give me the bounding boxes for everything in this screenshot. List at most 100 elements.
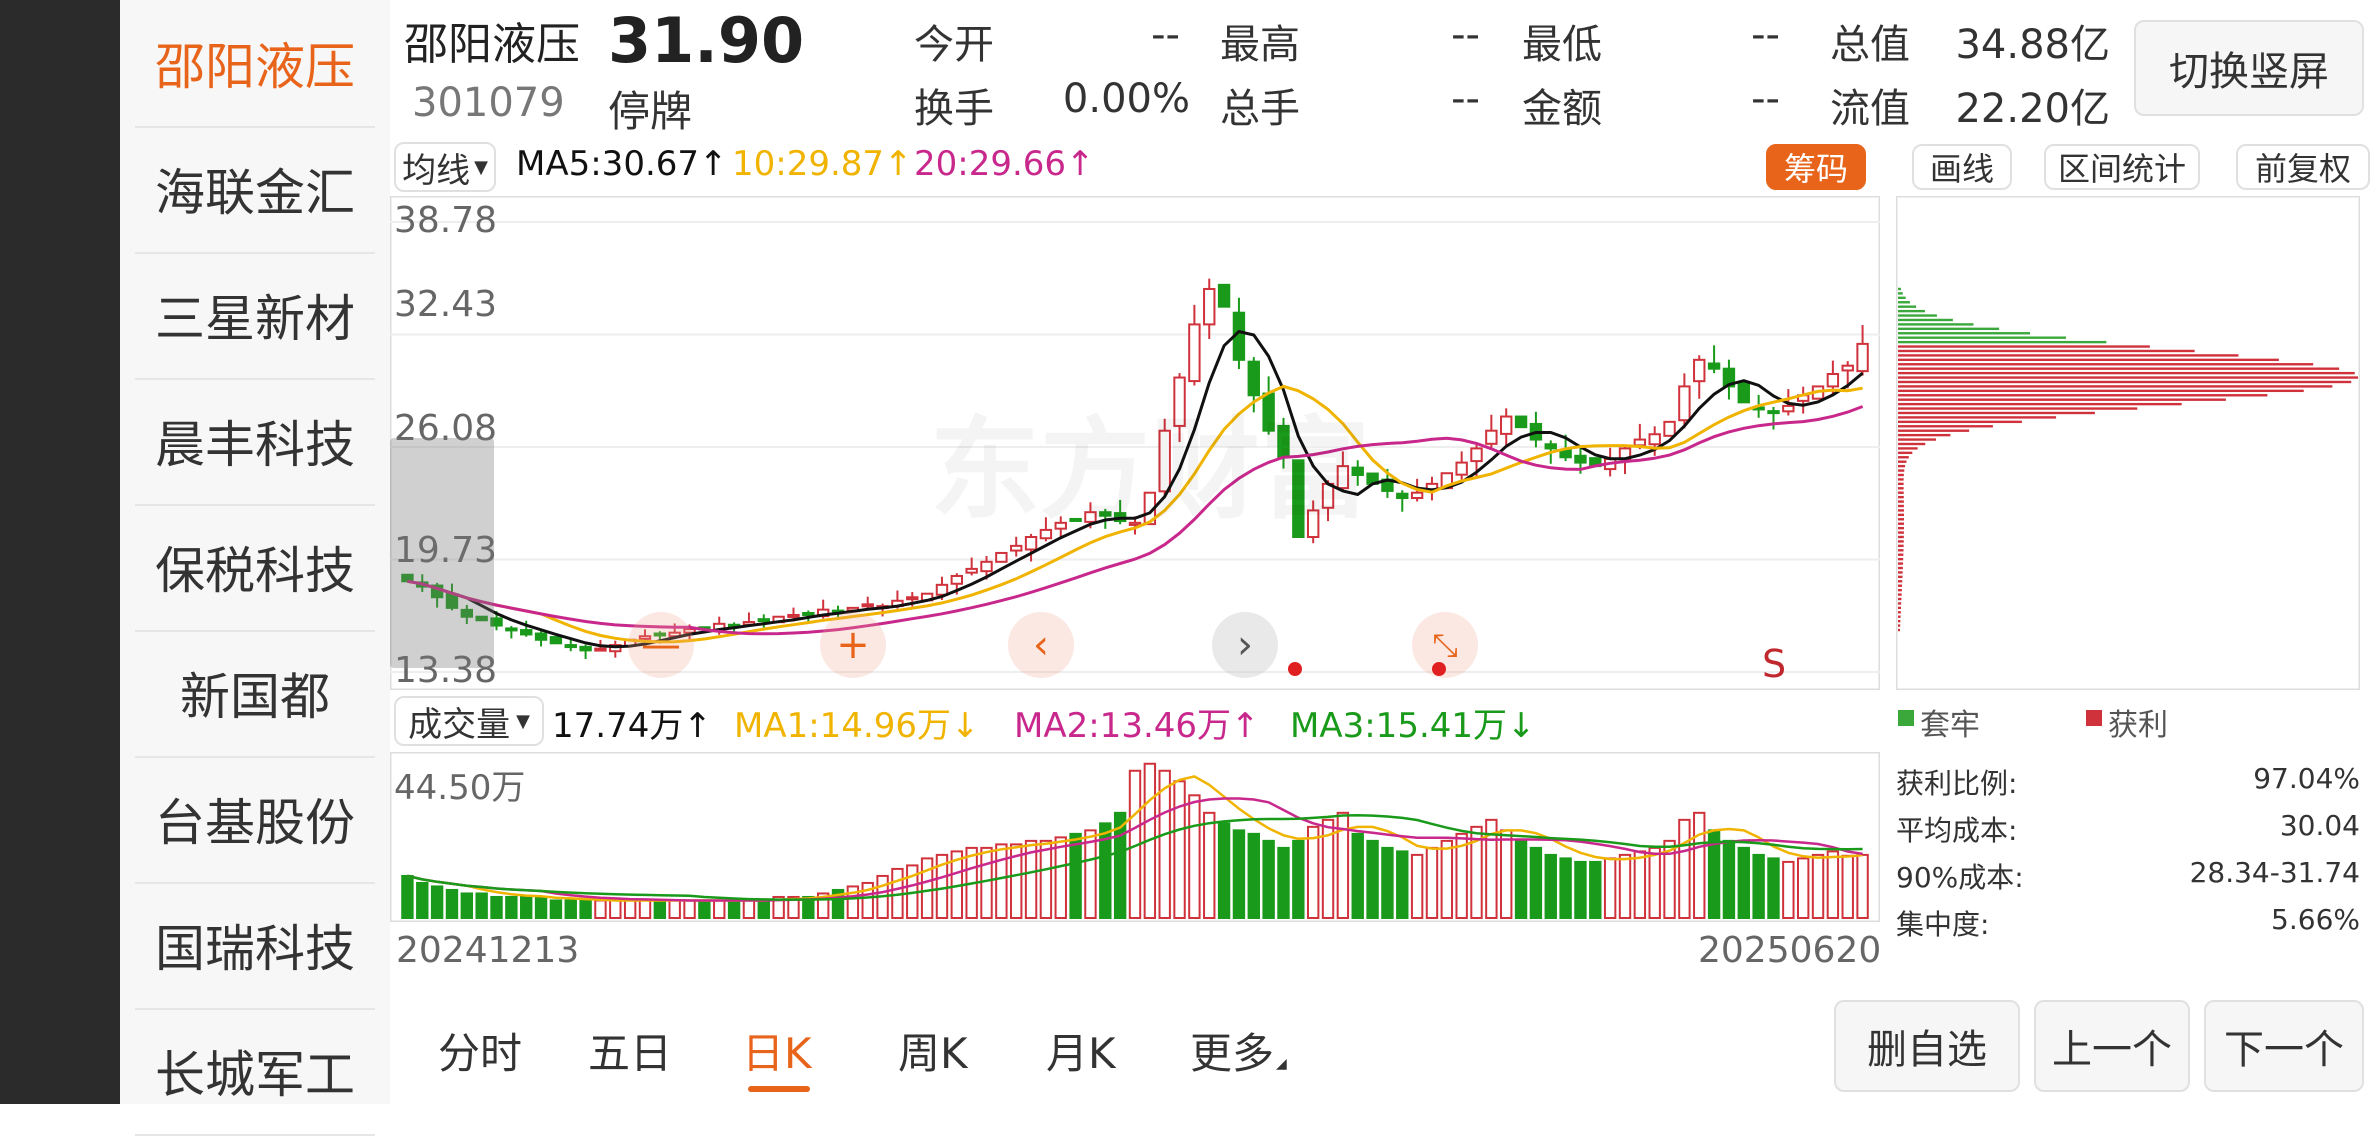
volume-bar [1826, 850, 1840, 919]
volume-bar [995, 843, 1008, 919]
candle [1351, 466, 1364, 476]
profit-legend-swatch [2086, 710, 2102, 726]
ma20-line [407, 405, 1864, 636]
watchlist-item[interactable]: 国瑞科技 [135, 882, 375, 1010]
volume-bar [1024, 839, 1038, 919]
volume-bar [1514, 839, 1528, 919]
tab-3[interactable]: 周K [898, 1029, 968, 1078]
chip-bar [1898, 380, 2352, 384]
chip-bar [1898, 411, 2095, 415]
chip-bar [1898, 354, 2239, 357]
scroll-right-button[interactable]: › [1212, 612, 1278, 678]
chip-bar [1898, 309, 1925, 313]
chip-bar [1898, 495, 1904, 499]
candle [1737, 381, 1750, 404]
chip-bar [1898, 389, 2304, 393]
range-stats-button[interactable]: 区间统计 [2044, 144, 2200, 190]
mcap-label: 总值 [1830, 22, 1910, 68]
candle [906, 596, 919, 601]
sell-marker[interactable]: S [1762, 642, 1787, 686]
stock-code: 301079 [412, 80, 565, 126]
candle [995, 551, 1008, 563]
volume-bar [1574, 860, 1587, 919]
candle [1217, 283, 1231, 308]
tab-2[interactable]: 日K [742, 1029, 812, 1078]
candle [1054, 521, 1067, 530]
left-edge-bar [0, 0, 120, 1104]
volume-bar [742, 899, 756, 919]
volume-bar [980, 846, 993, 919]
watchlist-item[interactable]: 晨丰科技 [135, 378, 375, 506]
watchlist-item[interactable]: 邵阳液压 [135, 0, 375, 128]
tab-0[interactable]: 分时 [438, 1029, 523, 1078]
ma-selector-label: 均线 [402, 150, 471, 191]
chip-bar [1898, 469, 1905, 472]
candle [1203, 287, 1216, 326]
volume-bar [713, 899, 726, 919]
volume-indicator-selector[interactable]: 成交量 ▼ [394, 696, 544, 746]
candle [1648, 433, 1661, 446]
volume-ma1: MA1:14.96万↓ [734, 706, 980, 746]
tab-4[interactable]: 月K [1046, 1029, 1116, 1078]
volume-bar [609, 899, 622, 919]
volume-bar [1796, 857, 1810, 919]
chip-bar [1898, 504, 1904, 508]
watchlist-sidebar: 邵阳液压 海联金汇 三星新材 晨丰科技 保税科技 新国都 台基股份 国瑞科技 长城军工 [120, 0, 390, 1136]
volume-bar [490, 895, 503, 920]
high-value: -- [1451, 12, 1480, 58]
volume-ma3-line [407, 814, 1863, 901]
watchlist-item[interactable]: 海联金汇 [135, 126, 375, 254]
chip-bar [1898, 442, 1926, 446]
switch-portrait-button[interactable]: 切换竖屏 [2134, 20, 2364, 116]
remove-favorite-button[interactable]: 删自选 [1834, 1000, 2020, 1092]
tab-1[interactable]: 五日 [588, 1029, 673, 1078]
chip-bar [1898, 301, 1910, 304]
chip-bar [1898, 358, 2279, 362]
tab-5[interactable]: 更多 ◢ [1190, 1029, 1287, 1078]
zoom-in-button[interactable]: + [820, 612, 886, 678]
zoom-out-button[interactable]: — [628, 612, 694, 678]
forward-adjust-button[interactable]: 前复权 [2236, 144, 2370, 190]
chip-bar [1898, 526, 1904, 530]
chip-bar [1898, 327, 2000, 331]
volume-bar [1782, 860, 1795, 919]
volume-bar [594, 899, 607, 919]
chip-bar [1898, 433, 1951, 437]
volume-bar [1544, 853, 1557, 920]
chip-bar [1898, 367, 2340, 370]
previous-stock-button[interactable]: 上一个 [2034, 1000, 2190, 1092]
zoom-scroll-handle[interactable] [390, 438, 494, 668]
chip-bar [1898, 314, 1937, 317]
watchlist-item[interactable]: 三星新材 [135, 252, 375, 380]
candle [1722, 367, 1736, 388]
chip-bar [1898, 566, 1903, 570]
chip-bar [1898, 394, 2268, 397]
volume-bar [416, 881, 429, 919]
event-marker[interactable] [1432, 662, 1446, 676]
next-stock-button[interactable]: 下一个 [2204, 1000, 2364, 1092]
chip-distribution-chart[interactable] [1896, 196, 2360, 690]
chip-button[interactable]: 筹码 [1766, 144, 1866, 190]
event-marker[interactable] [1288, 662, 1302, 676]
scroll-left-button[interactable]: ‹ [1008, 612, 1074, 678]
candle [460, 608, 474, 618]
chip-bar [1898, 305, 1917, 308]
candle [579, 645, 592, 652]
stock-name: 邵阳液压 [404, 19, 580, 70]
chip-bar [1898, 593, 1902, 596]
volume-chart[interactable] [390, 752, 1880, 922]
volume-bar [1010, 843, 1023, 919]
chip-bar [1898, 451, 1913, 455]
draw-line-button[interactable]: 画线 [1912, 144, 2012, 190]
ma-selector[interactable]: 均线 ▼ [394, 142, 496, 192]
watchlist-item[interactable]: 台基股份 [135, 756, 375, 884]
watchlist-item[interactable]: 新国都 [135, 630, 375, 758]
watchlist-item[interactable]: 保税科技 [135, 504, 375, 632]
watchlist-item[interactable]: 长城军工 [135, 1008, 375, 1136]
candle [638, 635, 652, 640]
price-axis-label: 26.08 [394, 408, 498, 449]
volume-bar [802, 895, 815, 920]
volume-bar [1113, 811, 1127, 919]
chip-bar [1898, 287, 1901, 291]
kline-chart[interactable] [390, 196, 1880, 690]
